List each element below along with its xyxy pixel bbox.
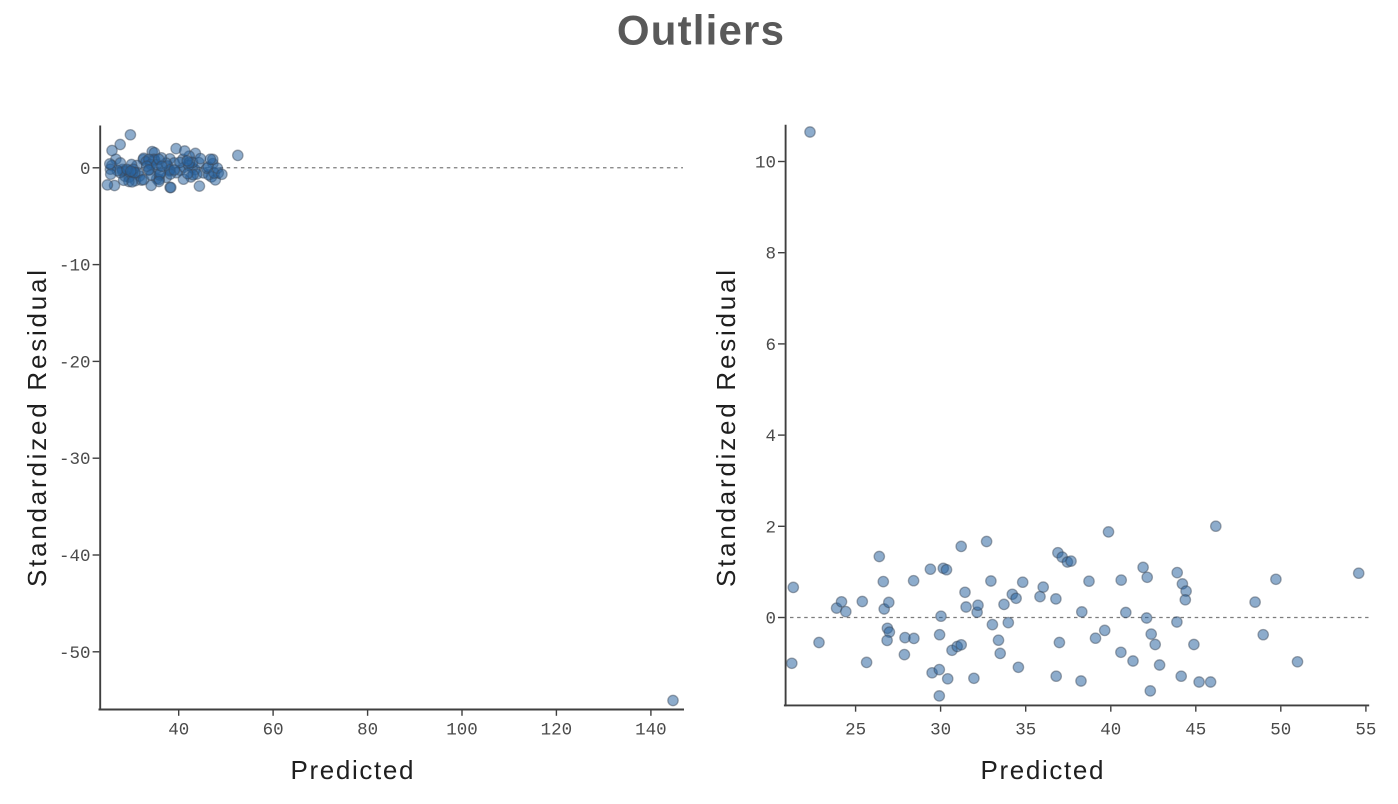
- svg-text:0: 0: [80, 160, 91, 180]
- svg-text:50: 50: [1270, 721, 1291, 741]
- svg-text:-40: -40: [59, 547, 91, 567]
- svg-text:Standardized Residual: Standardized Residual: [711, 270, 741, 587]
- svg-text:4: 4: [765, 427, 776, 447]
- svg-text:-20: -20: [59, 353, 91, 373]
- svg-text:2: 2: [765, 518, 776, 538]
- svg-text:-10: -10: [59, 257, 91, 277]
- svg-text:8: 8: [765, 245, 776, 265]
- svg-text:25: 25: [845, 721, 866, 741]
- svg-text:140: 140: [635, 721, 667, 741]
- svg-text:40: 40: [1100, 721, 1121, 741]
- svg-text:120: 120: [541, 721, 573, 741]
- svg-text:Standardized Residual: Standardized Residual: [22, 270, 52, 587]
- svg-text:35: 35: [1015, 721, 1036, 741]
- svg-text:100: 100: [446, 721, 478, 741]
- svg-text:6: 6: [765, 336, 776, 356]
- svg-text:60: 60: [263, 721, 284, 741]
- svg-text:0: 0: [765, 610, 776, 630]
- svg-text:Predicted: Predicted: [981, 755, 1104, 785]
- svg-text:Outliers: Outliers: [617, 7, 785, 54]
- svg-text:-30: -30: [59, 450, 91, 470]
- svg-text:40: 40: [168, 721, 189, 741]
- svg-text:80: 80: [357, 721, 378, 741]
- svg-text:10: 10: [755, 154, 776, 174]
- svg-text:Predicted: Predicted: [291, 755, 414, 785]
- svg-text:-50: -50: [59, 644, 91, 664]
- svg-text:45: 45: [1185, 721, 1206, 741]
- svg-text:30: 30: [930, 721, 951, 741]
- svg-text:55: 55: [1355, 721, 1376, 741]
